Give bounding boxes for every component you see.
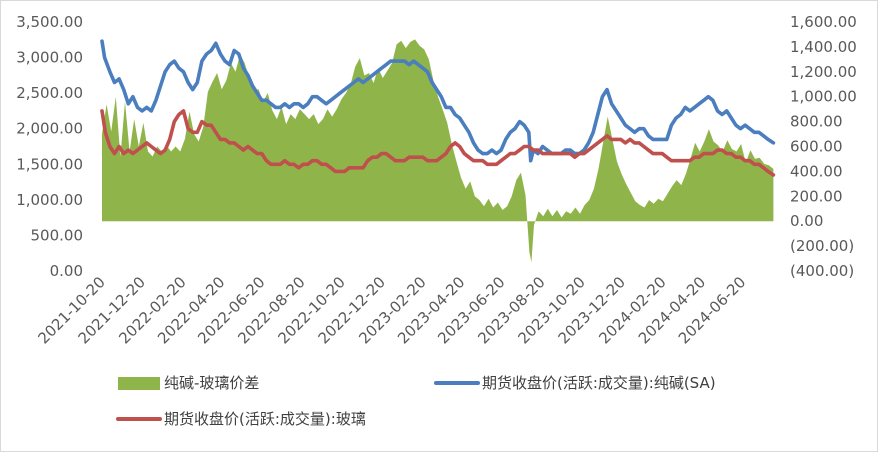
series-line-soda-ash [100, 39, 776, 163]
left-axis-tick-label: 3,500.00 [16, 13, 83, 31]
series-area-spread [102, 39, 774, 263]
left-axis-tick-label: 3,000.00 [16, 49, 83, 67]
right-axis-tick-label: (200.00) [790, 237, 854, 255]
right-axis-tick-label: 200.00 [790, 187, 843, 205]
left-axis-tick-label: 2,000.00 [16, 120, 83, 138]
right-axis-tick-label: 0.00 [790, 212, 823, 230]
left-axis-tick-label: 1,000.00 [16, 191, 83, 209]
left-axis-tick-label: 2,500.00 [16, 84, 83, 102]
right-axis-tick-label: 800.00 [790, 113, 843, 131]
left-axis-tick-label: 500.00 [31, 226, 84, 244]
legend-item-soda-ash: 期货收盘价(活跃:成交量):纯碱(SA) [482, 374, 716, 392]
series-line-glass [100, 109, 776, 177]
right-axis-tick-label: 600.00 [790, 138, 843, 156]
left-axis-tick-label: 0.00 [50, 262, 83, 280]
right-axis-tick-label: 1,400.00 [790, 38, 857, 56]
right-axis-tick-label: 400.00 [790, 162, 843, 180]
right-axis-tick-label: 1,200.00 [790, 63, 857, 81]
legend-item-glass: 期货收盘价(活跃:成交量):玻璃 [164, 410, 366, 428]
right-axis-tick-label: (400.00) [790, 262, 854, 280]
right-axis-tick-label: 1,000.00 [790, 88, 857, 106]
right-axis-tick-label: 1,600.00 [790, 13, 857, 31]
left-axis-tick-label: 1,500.00 [16, 155, 83, 173]
legend-item-spread: 纯碱-玻璃价差 [164, 374, 259, 392]
legend-swatch-area [118, 377, 160, 390]
